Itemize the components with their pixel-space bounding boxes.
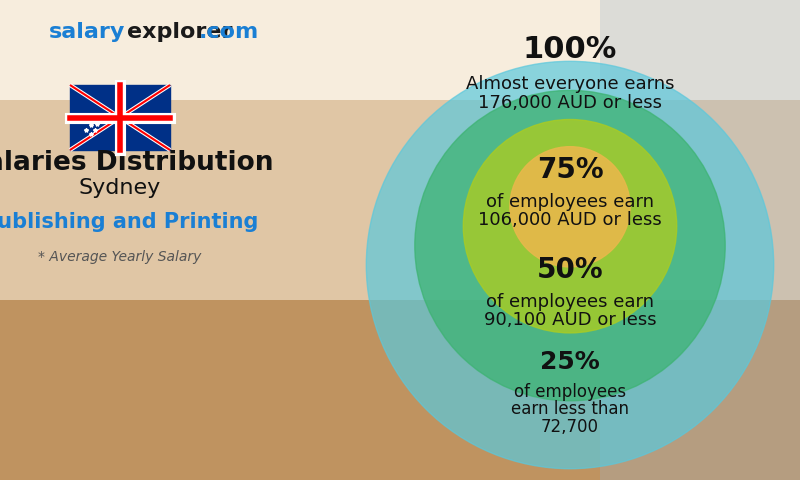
Text: of employees: of employees <box>514 383 626 401</box>
Text: .com: .com <box>199 22 259 42</box>
Text: Sydney: Sydney <box>79 178 161 198</box>
Text: * Average Yearly Salary: * Average Yearly Salary <box>38 250 202 264</box>
Text: Almost everyone earns: Almost everyone earns <box>466 75 674 93</box>
Text: explorer: explorer <box>127 22 233 42</box>
Text: Publishing and Printing: Publishing and Printing <box>0 212 258 232</box>
Text: 90,100 AUD or less: 90,100 AUD or less <box>484 311 656 329</box>
Text: earn less than: earn less than <box>511 399 629 418</box>
Text: of employees earn: of employees earn <box>486 193 654 211</box>
Text: 25%: 25% <box>540 350 600 374</box>
Text: Salaries Distribution: Salaries Distribution <box>0 150 274 176</box>
Bar <box>70 85 170 150</box>
Text: of employees earn: of employees earn <box>486 293 654 311</box>
Circle shape <box>510 147 630 267</box>
Text: 75%: 75% <box>537 156 603 184</box>
Text: 176,000 AUD or less: 176,000 AUD or less <box>478 94 662 111</box>
Circle shape <box>463 120 677 333</box>
Text: 100%: 100% <box>523 36 617 64</box>
Circle shape <box>366 61 774 468</box>
Text: 106,000 AUD or less: 106,000 AUD or less <box>478 211 662 229</box>
Circle shape <box>414 90 726 401</box>
Text: 50%: 50% <box>537 256 603 284</box>
Text: salary: salary <box>49 22 125 42</box>
Text: 72,700: 72,700 <box>541 418 599 435</box>
